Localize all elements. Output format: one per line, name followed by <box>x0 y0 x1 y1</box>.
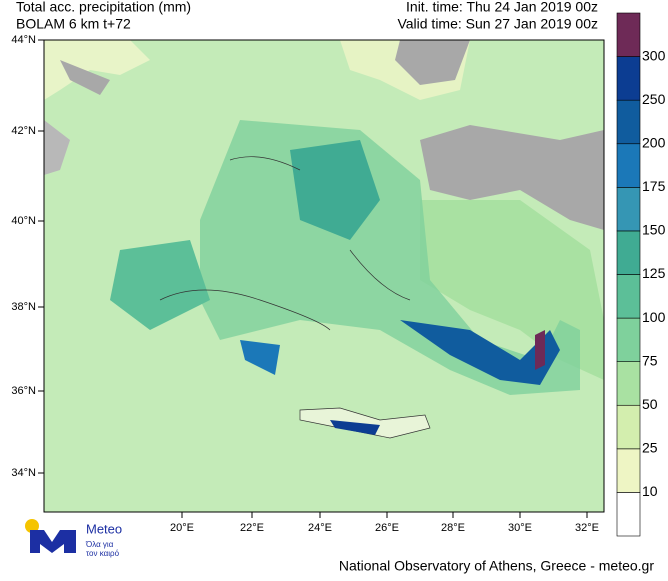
colorbar-box <box>616 317 641 362</box>
lon-label: 28°E <box>441 522 465 534</box>
colorbar-label: 125 <box>642 265 666 281</box>
colorbar-label: 75 <box>642 352 658 368</box>
lon-label: 20°E <box>170 522 194 534</box>
precip-area <box>200 120 580 395</box>
colorbar-box <box>616 99 641 145</box>
colorbar-label: 10 <box>642 483 658 499</box>
lon-label: 24°E <box>308 522 332 534</box>
precip-max <box>535 330 545 370</box>
colorbar-box <box>616 492 641 537</box>
colorbar-label: 50 <box>642 396 658 412</box>
colorbar-label: 300 <box>642 47 666 63</box>
region <box>44 40 150 100</box>
colorbar-label: 250 <box>642 91 666 107</box>
lat-label: 38°N <box>11 301 36 313</box>
colorbar-box <box>616 143 641 188</box>
colorbar-label: 25 <box>642 440 658 456</box>
colorbar-box <box>616 361 641 406</box>
init-time: Init. time: Thu 24 Jan 2019 00z <box>406 0 598 15</box>
lon-label: 22°E <box>240 522 264 534</box>
colorbar-label: 175 <box>642 178 666 194</box>
colorbar-box <box>616 404 641 450</box>
logo-mark <box>30 530 76 553</box>
map <box>43 39 605 513</box>
precip-core <box>330 420 380 435</box>
lon-label: 30°E <box>508 522 532 534</box>
lat-label: 42°N <box>11 125 36 137</box>
land <box>60 60 110 95</box>
colorbar-label: 200 <box>642 134 666 150</box>
valid-time: Valid time: Sun 27 Jan 2019 00z <box>397 16 598 32</box>
subtitle: BOLAM 6 km t+72 <box>16 16 131 32</box>
coastline <box>159 156 411 331</box>
logo-tagline: τον καιρό <box>86 549 120 558</box>
map-frame <box>43 39 605 513</box>
land <box>395 40 470 85</box>
colorbar-box <box>616 274 641 319</box>
logo-tagline: Όλα για <box>85 540 114 549</box>
lat-label: 40°N <box>11 215 36 227</box>
colorbar-box <box>616 56 641 101</box>
lat-label: 34°N <box>11 467 36 479</box>
precip-core <box>400 320 560 385</box>
lon-label: 26°E <box>375 522 399 534</box>
precip-core <box>290 140 380 240</box>
land <box>44 120 70 175</box>
colorbar-label: 100 <box>642 309 666 325</box>
colorbar-box <box>616 12 641 57</box>
colorbar-box <box>616 448 641 493</box>
land <box>420 125 604 230</box>
lon-label: 32°E <box>575 522 599 534</box>
footer: National Observatory of Athens, Greece -… <box>339 558 654 574</box>
colorbar-label: 150 <box>642 222 666 238</box>
colorbar-box <box>616 187 641 232</box>
title: Total acc. precipitation (mm) <box>16 0 191 15</box>
logo-sun <box>25 519 39 533</box>
precip-core <box>110 240 210 330</box>
crete <box>299 407 431 439</box>
logo-name: Meteo <box>86 521 122 536</box>
lat-label: 36°N <box>11 385 36 397</box>
logo: Meteo Όλα για τον καιρό <box>25 519 122 558</box>
lat-label: 44°N <box>11 34 36 46</box>
colorbar-box <box>616 230 641 275</box>
precip-core <box>240 340 280 375</box>
